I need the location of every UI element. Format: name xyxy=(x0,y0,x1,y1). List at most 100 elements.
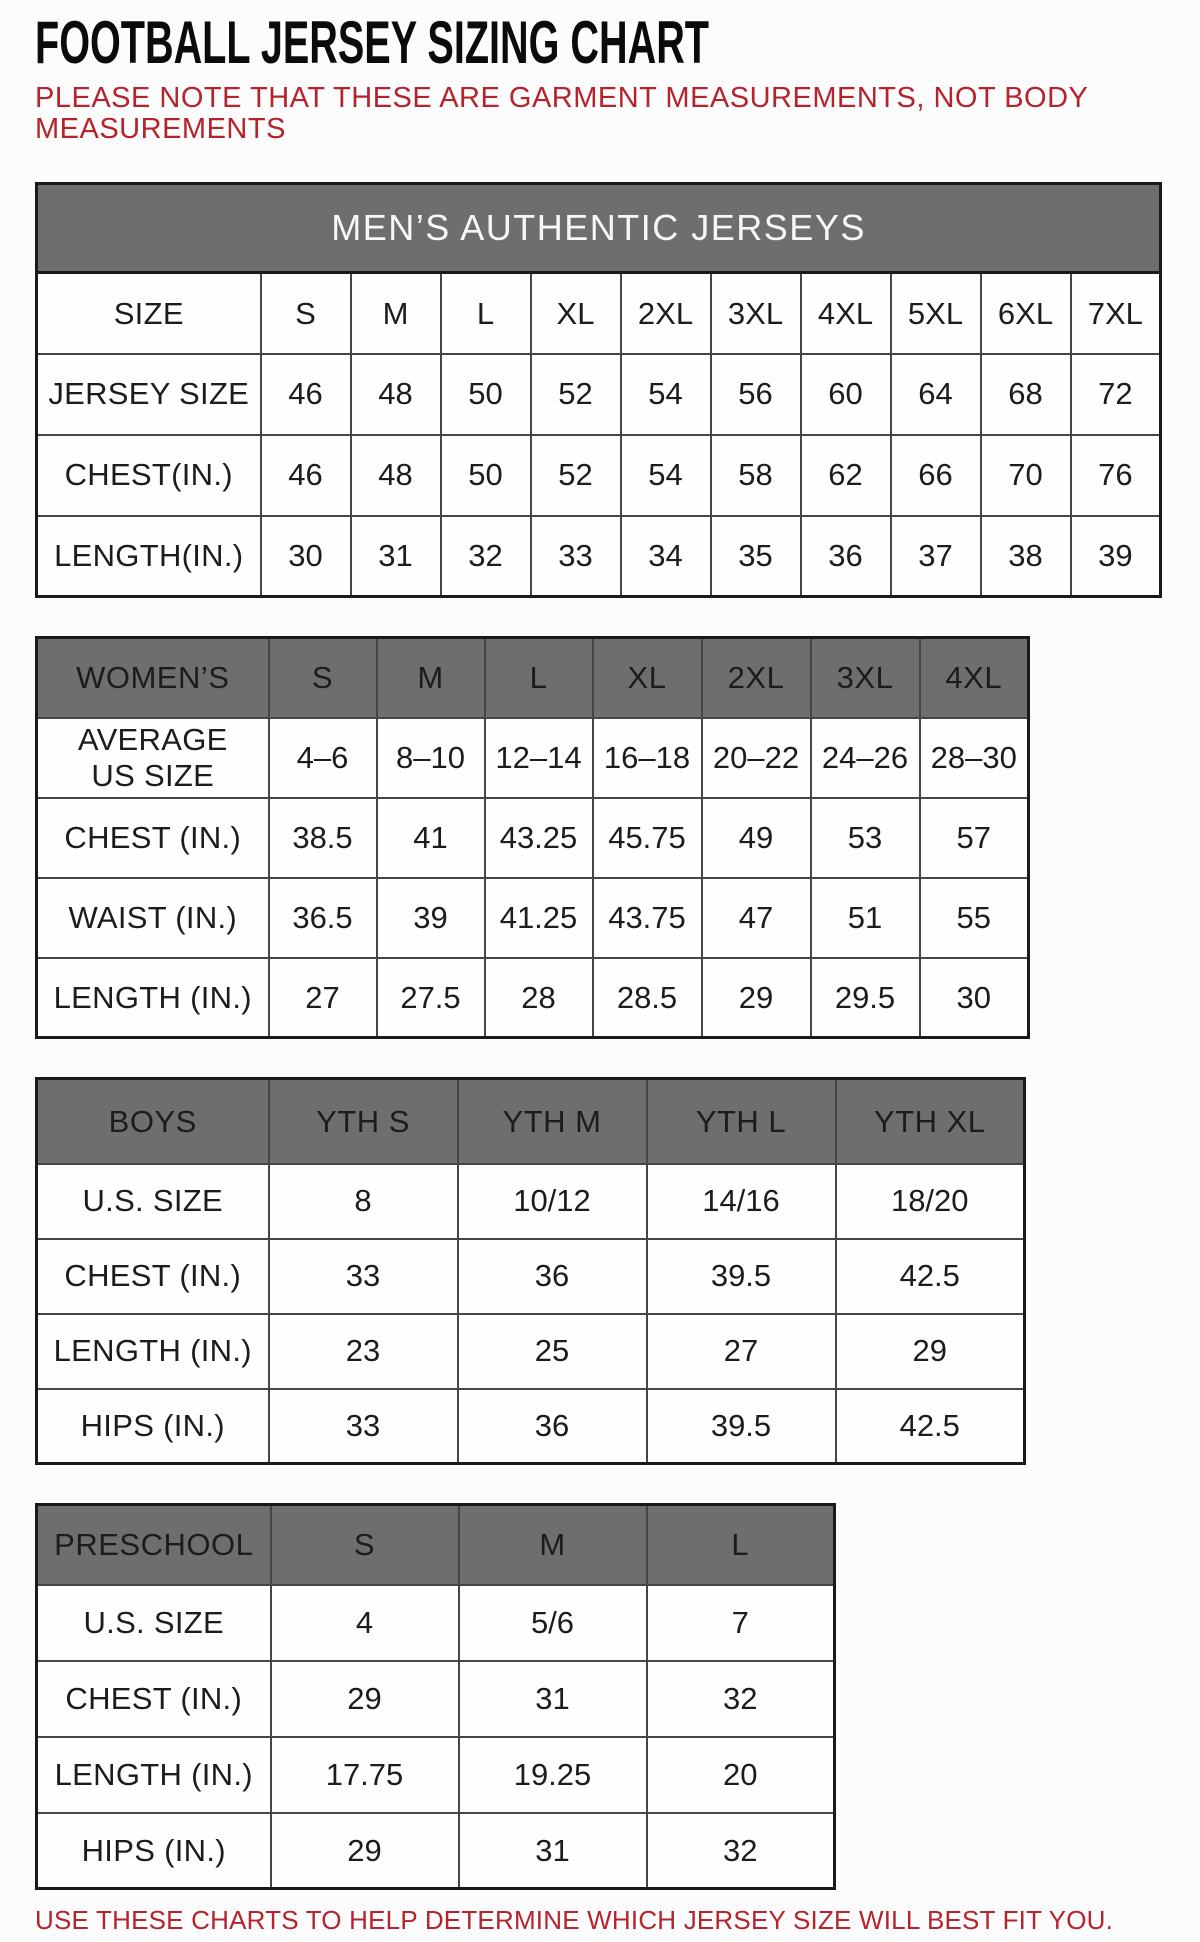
mens-value-cell: 37 xyxy=(889,514,982,598)
mens-value-cell: 39 xyxy=(1069,514,1162,598)
womens-value-cell: 39 xyxy=(375,876,486,959)
mens-measurement-row: CHEST(IN.) 46 48 50 52 54 58 62 66 70 76 xyxy=(35,433,1162,517)
boys-value-cell: 42.5 xyxy=(834,1237,1026,1315)
mens-value-cell: 35 xyxy=(709,514,802,598)
womens-value-cell: 16–18 xyxy=(591,716,703,799)
womens-measurement-row: LENGTH (IN.) 27 27.5 28 28.5 29 29.5 30 xyxy=(35,956,1030,1039)
womens-value-cell: 28–30 xyxy=(918,716,1030,799)
womens-jerseys-table: WOMEN’S S M L XL 2XL 3XL 4XL AVERAGE US SIZE 4–6 8… xyxy=(35,636,1030,1040)
boys-value-cell: 27 xyxy=(645,1312,837,1390)
preschool-measurement-row: CHEST (IN.) 29 31 32 xyxy=(35,1659,836,1738)
boys-header-row: BOYS YTH S YTH M YTH L YTH XL xyxy=(35,1077,1026,1165)
mens-measurement-row: SIZE S M L XL 2XL 3XL 4XL 5XL 6XL 7XL xyxy=(35,271,1162,355)
womens-value-cell: 28 xyxy=(483,956,594,1039)
preschool-value-cell: 4 xyxy=(269,1583,460,1662)
preschool-value-cell: 19.25 xyxy=(457,1735,648,1814)
preschool-value-cell: 5/6 xyxy=(457,1583,648,1662)
mens-row-label: CHEST(IN.) xyxy=(35,433,262,517)
womens-value-cell: 49 xyxy=(700,796,812,879)
mens-value-cell: 4XL xyxy=(799,271,892,355)
boys-row-label: U.S. SIZE xyxy=(35,1162,270,1240)
mens-value-cell: 54 xyxy=(619,352,712,436)
womens-value-cell: 12–14 xyxy=(483,716,594,799)
preschool-row-label: CHEST (IN.) xyxy=(35,1659,272,1738)
mens-value-cell: 68 xyxy=(979,352,1072,436)
womens-value-cell: 8–10 xyxy=(375,716,486,799)
mens-value-cell: 66 xyxy=(889,433,982,517)
mens-value-cell: 6XL xyxy=(979,271,1072,355)
mens-value-cell: 52 xyxy=(529,433,622,517)
preschool-value-cell: 7 xyxy=(645,1583,836,1662)
boys-value-cell: 23 xyxy=(267,1312,459,1390)
preschool-measurement-row: LENGTH (IN.) 17.75 19.25 20 xyxy=(35,1735,836,1814)
womens-value-cell: 41 xyxy=(375,796,486,879)
boys-value-cell: 10/12 xyxy=(456,1162,648,1240)
mens-value-cell: 58 xyxy=(709,433,802,517)
preschool-header-row: PRESCHOOL S M L xyxy=(35,1503,836,1586)
preschool-value-cell: 32 xyxy=(645,1811,836,1890)
boys-size-column-header: YTH S xyxy=(267,1077,459,1165)
womens-value-cell: 27 xyxy=(267,956,378,1039)
womens-value-cell: 47 xyxy=(700,876,812,959)
mens-value-cell: 33 xyxy=(529,514,622,598)
mens-value-cell: L xyxy=(439,271,532,355)
womens-value-cell: 30 xyxy=(918,956,1030,1039)
boys-value-cell: 33 xyxy=(267,1237,459,1315)
preschool-size-column-header: M xyxy=(457,1503,648,1586)
boys-value-cell: 14/16 xyxy=(645,1162,837,1240)
womens-value-cell: 27.5 xyxy=(375,956,486,1039)
boys-measurement-row: LENGTH (IN.) 23 25 27 29 xyxy=(35,1312,1026,1390)
womens-value-cell: 36.5 xyxy=(267,876,378,959)
womens-value-cell: 51 xyxy=(809,876,921,959)
use-charts-note: USE THESE CHARTS TO HELP DETERMINE WHICH… xyxy=(35,1905,1114,1936)
mens-value-cell: 56 xyxy=(709,352,802,436)
mens-authentic-jerseys-table: MEN’S AUTHENTIC JERSEYS SIZE S M L XL 2XL 3XL 4… xyxy=(35,182,1163,599)
mens-value-cell: XL xyxy=(529,271,622,355)
womens-header-label: WOMEN’S xyxy=(35,636,270,719)
womens-size-column-header: 4XL xyxy=(918,636,1030,719)
womens-row-label: AVERAGE US SIZE xyxy=(35,716,270,799)
mens-measurement-row: LENGTH(IN.) 30 31 32 33 34 35 36 37 38 39 xyxy=(35,514,1162,598)
page-title: FOOTBALL JERSEY SIZING CHART xyxy=(35,9,709,76)
mens-value-cell: 72 xyxy=(1069,352,1162,436)
mens-value-cell: 52 xyxy=(529,352,622,436)
mens-value-cell: 50 xyxy=(439,352,532,436)
boys-size-column-header: YTH L xyxy=(645,1077,837,1165)
womens-value-cell: 4–6 xyxy=(267,716,378,799)
womens-value-cell: 20–22 xyxy=(700,716,812,799)
womens-value-cell: 29 xyxy=(700,956,812,1039)
womens-measurement-row: WAIST (IN.) 36.5 39 41.25 43.75 47 51 55 xyxy=(35,876,1030,959)
mens-value-cell: 60 xyxy=(799,352,892,436)
womens-size-column-header: 2XL xyxy=(700,636,812,719)
boys-value-cell: 36 xyxy=(456,1237,648,1315)
mens-value-cell: S xyxy=(259,271,352,355)
mens-banner-row: MEN’S AUTHENTIC JERSEYS xyxy=(35,182,1162,275)
boys-value-cell: 33 xyxy=(267,1387,459,1465)
mens-value-cell: 7XL xyxy=(1069,271,1162,355)
mens-value-cell: 48 xyxy=(349,433,442,517)
womens-value-cell: 24–26 xyxy=(809,716,921,799)
mens-value-cell: 38 xyxy=(979,514,1072,598)
boys-measurement-row: U.S. SIZE 8 10/12 14/16 18/20 xyxy=(35,1162,1026,1240)
womens-value-cell: 29.5 xyxy=(809,956,921,1039)
mens-value-cell: M xyxy=(349,271,442,355)
mens-value-cell: 64 xyxy=(889,352,982,436)
mens-value-cell: 70 xyxy=(979,433,1072,517)
garment-measurements-note: PLEASE NOTE THAT THESE ARE GARMENT MEASU… xyxy=(35,82,1088,145)
mens-value-cell: 32 xyxy=(439,514,532,598)
boys-value-cell: 25 xyxy=(456,1312,648,1390)
womens-value-cell: 28.5 xyxy=(591,956,703,1039)
preschool-value-cell: 20 xyxy=(645,1735,836,1814)
preschool-measurement-row: U.S. SIZE 4 5/6 7 xyxy=(35,1583,836,1662)
mens-row-label: JERSEY SIZE xyxy=(35,352,262,436)
preschool-row-label: U.S. SIZE xyxy=(35,1583,272,1662)
womens-header-row: WOMEN’S S M L XL 2XL 3XL 4XL xyxy=(35,636,1030,719)
womens-size-column-header: S xyxy=(267,636,378,719)
boys-value-cell: 39.5 xyxy=(645,1237,837,1315)
mens-value-cell: 36 xyxy=(799,514,892,598)
womens-row-label: WAIST (IN.) xyxy=(35,876,270,959)
mens-row-label: LENGTH(IN.) xyxy=(35,514,262,598)
mens-value-cell: 62 xyxy=(799,433,892,517)
preschool-header-label: PRESCHOOL xyxy=(35,1503,272,1586)
